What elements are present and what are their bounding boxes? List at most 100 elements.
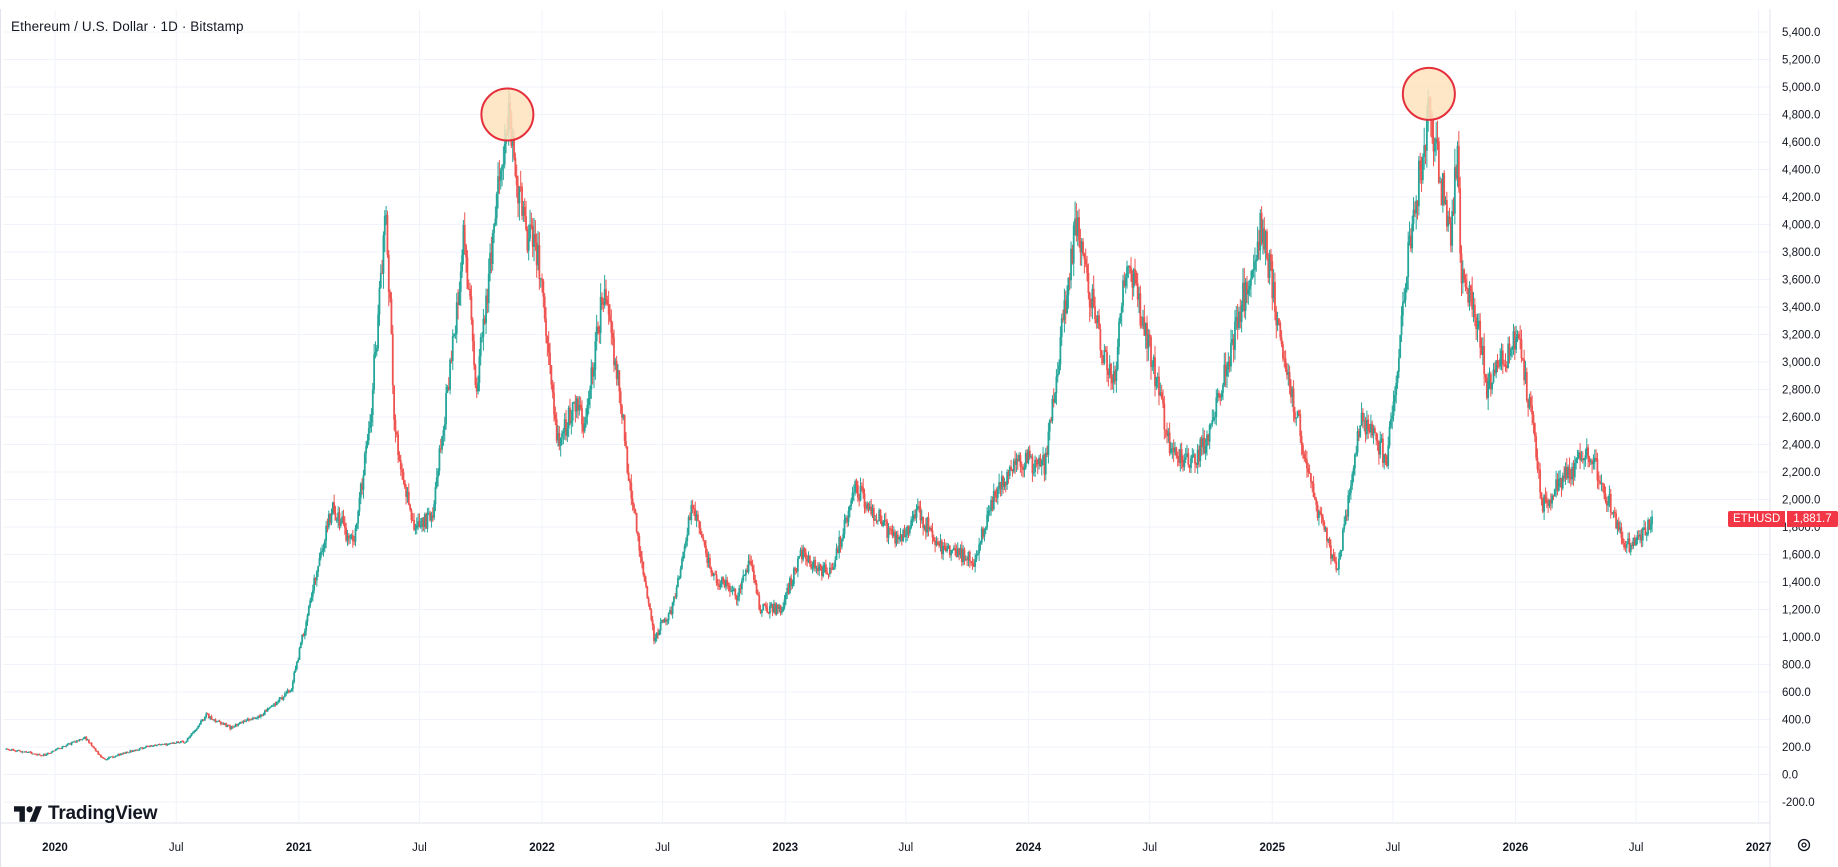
candle xyxy=(1244,278,1247,320)
candle xyxy=(695,510,698,528)
candle xyxy=(1275,306,1278,339)
candle xyxy=(395,431,398,438)
candle xyxy=(1612,510,1615,519)
candle xyxy=(1196,443,1199,474)
candle xyxy=(1042,446,1044,466)
candle xyxy=(880,515,883,527)
candle xyxy=(1250,270,1252,298)
candle xyxy=(1601,482,1604,493)
candle xyxy=(265,708,268,712)
candle xyxy=(415,517,418,535)
candle xyxy=(177,741,180,744)
candle xyxy=(986,507,989,531)
candle xyxy=(530,212,533,230)
candle xyxy=(406,487,409,503)
candle xyxy=(1350,480,1352,500)
candle xyxy=(65,744,68,748)
tradingview-brand[interactable]: TradingView xyxy=(14,803,158,825)
candle xyxy=(222,722,225,725)
candle xyxy=(1116,338,1119,372)
candle xyxy=(114,755,117,758)
candle xyxy=(743,574,746,577)
candle xyxy=(1516,330,1519,343)
candle xyxy=(980,526,983,545)
candle xyxy=(1560,477,1563,497)
candle xyxy=(1036,458,1039,475)
candle xyxy=(1503,359,1506,368)
candle xyxy=(569,398,571,426)
candle xyxy=(124,752,126,754)
candle xyxy=(633,502,635,514)
candle xyxy=(1071,244,1074,265)
candle xyxy=(1294,406,1296,424)
candle xyxy=(1528,393,1531,410)
candle xyxy=(195,727,198,731)
candle xyxy=(591,362,594,385)
gear-icon[interactable] xyxy=(1795,836,1813,854)
y-tick-label: 600.0 xyxy=(1782,687,1811,699)
candle xyxy=(566,422,569,443)
candle xyxy=(627,463,630,481)
candle xyxy=(1326,526,1328,548)
candle xyxy=(822,561,825,578)
candle xyxy=(928,526,931,532)
candle xyxy=(787,582,790,595)
candle xyxy=(1295,417,1298,427)
y-tick-label: 3,000.0 xyxy=(1782,357,1820,369)
candle xyxy=(1361,408,1364,429)
candle xyxy=(92,745,94,748)
candle xyxy=(834,556,837,570)
candle xyxy=(338,507,341,531)
candle xyxy=(457,289,459,320)
candle xyxy=(1541,497,1544,514)
y-tick-label: 4,200.0 xyxy=(1782,192,1820,204)
candle xyxy=(534,220,537,251)
candle xyxy=(176,741,178,744)
candle xyxy=(1147,328,1150,361)
candle xyxy=(1423,127,1426,170)
candle xyxy=(589,385,591,409)
candle xyxy=(44,753,46,756)
candle xyxy=(578,396,581,416)
candle xyxy=(549,342,551,375)
candle xyxy=(245,719,248,723)
candle xyxy=(1557,470,1560,492)
candle xyxy=(1268,249,1271,285)
chart-title: Ethereum / U.S. Dollar · 1D · Bitstamp xyxy=(11,19,244,34)
candle xyxy=(1457,130,1460,193)
candle xyxy=(1453,148,1456,225)
candle xyxy=(227,724,230,727)
candle xyxy=(717,578,719,590)
candle xyxy=(626,446,629,475)
candle xyxy=(1178,448,1180,467)
candle xyxy=(374,341,377,359)
candle xyxy=(1448,207,1451,225)
y-tick-label: 800.0 xyxy=(1782,660,1811,672)
candle xyxy=(635,512,638,534)
candle xyxy=(1611,512,1613,515)
candle xyxy=(218,719,221,723)
candle xyxy=(758,591,761,611)
candle xyxy=(471,317,474,352)
candle xyxy=(1228,356,1231,373)
candle xyxy=(1507,336,1510,369)
candle xyxy=(998,473,1001,494)
candle xyxy=(1132,267,1135,297)
candle xyxy=(189,734,192,739)
candle xyxy=(1264,230,1267,266)
candle xyxy=(1176,451,1179,467)
candle xyxy=(1409,228,1412,252)
candle xyxy=(1271,254,1274,311)
candle xyxy=(642,561,645,577)
candle xyxy=(1126,260,1128,289)
candle xyxy=(1286,362,1288,380)
candle xyxy=(761,609,763,617)
candle xyxy=(863,488,866,514)
candle xyxy=(605,279,607,306)
candle xyxy=(982,526,985,540)
candle xyxy=(992,483,995,511)
candle xyxy=(839,535,842,553)
candle xyxy=(361,478,364,495)
